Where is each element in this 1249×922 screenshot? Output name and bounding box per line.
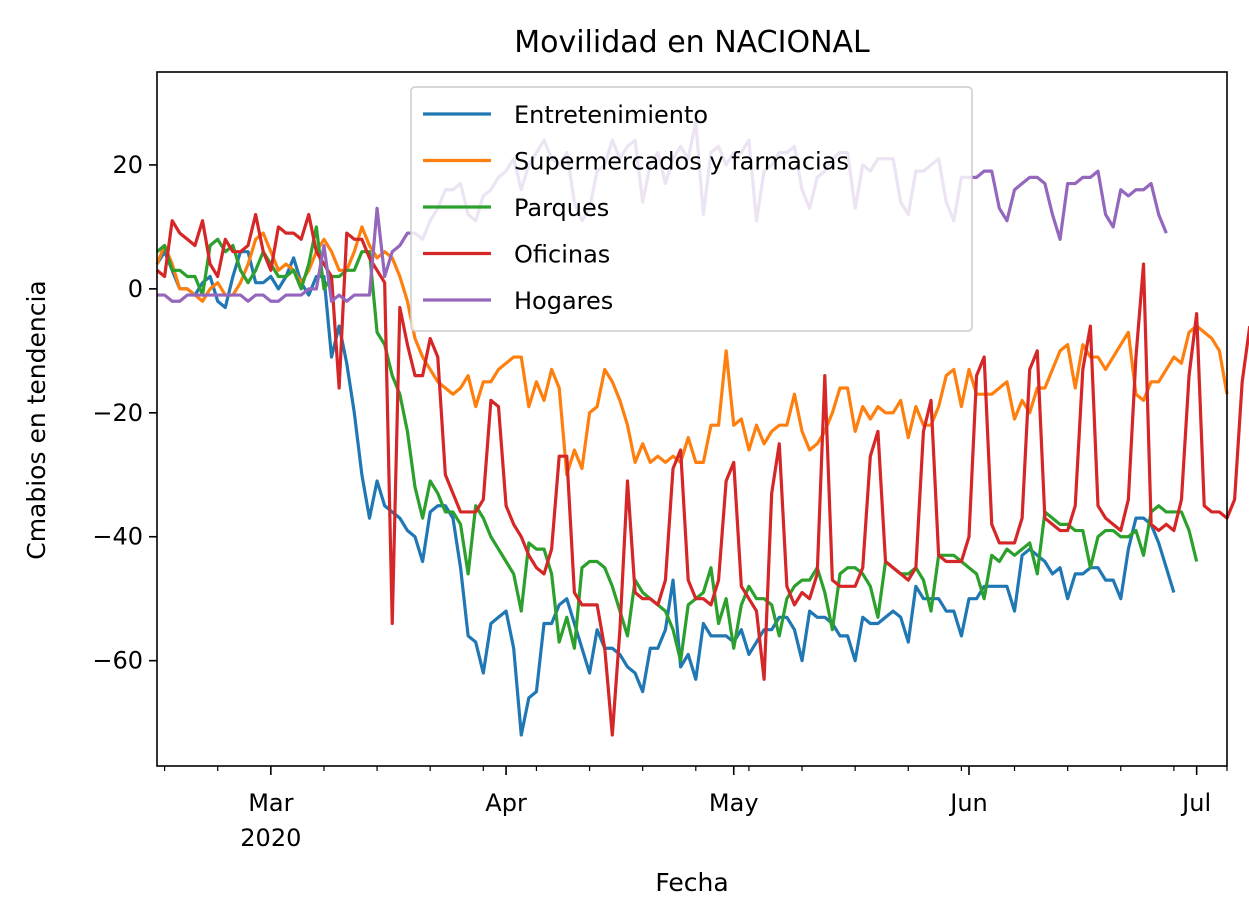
y-tick-label: 20 (112, 151, 143, 179)
y-tick-label: −20 (92, 399, 143, 427)
legend-box (410, 86, 973, 332)
x-tick-label: May (709, 789, 759, 817)
x-axis-label: Fecha (655, 868, 728, 897)
y-tick-label: 0 (128, 275, 143, 303)
x-axis-ticks: Mar 2020 Apr May Jun Jul (163, 766, 1228, 852)
legend-label-1: Supermercados y farmacias (514, 148, 849, 176)
x-tick-label: Jul (1180, 789, 1211, 817)
y-tick-label: −40 (92, 523, 143, 551)
chart-title: Movilidad en NACIONAL (514, 25, 870, 60)
series-line-3 (155, 212, 1249, 737)
legend-label-4: Hogares (514, 287, 613, 315)
legend-label-2: Parques (514, 194, 609, 222)
x-tick-label: Jun (948, 789, 988, 817)
legend-label-3: Oficinas (514, 241, 610, 269)
legend: Entretenimiento Supermercados y farmacias… (410, 86, 973, 332)
x-tick-year-label: 2020 (240, 824, 301, 852)
x-tick-label: Apr (485, 789, 527, 817)
series-line-1 (155, 225, 1229, 477)
series-line-0 (155, 250, 1176, 737)
legend-label-0: Entretenimiento (514, 101, 708, 129)
y-axis-ticks: 20 0 −20 −40 −60 (92, 151, 157, 675)
y-axis-label: Cmabios en tendencia (22, 280, 51, 560)
plot-frame (156, 71, 1228, 767)
x-tick-label: Mar (248, 789, 293, 817)
y-tick-label: −60 (92, 647, 143, 675)
